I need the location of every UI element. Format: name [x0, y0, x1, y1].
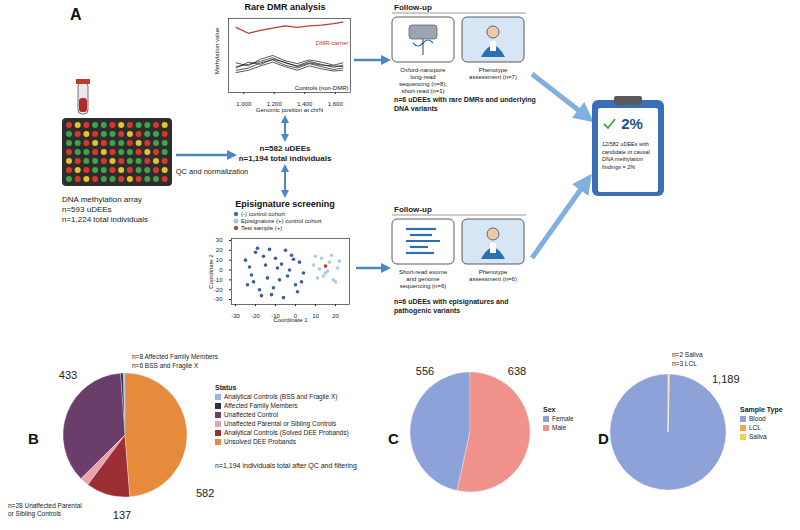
- svg-text:Episignature (+) control cohor: Episignature (+) control cohort: [241, 218, 322, 224]
- svg-text:n=2 Saliva: n=2 Saliva: [672, 351, 703, 358]
- svg-text:1,600: 1,600: [328, 101, 344, 107]
- svg-text:QC and normalization: QC and normalization: [176, 167, 249, 176]
- svg-text:Unaffected Parental or Sibling: Unaffected Parental or Sibling Controls: [224, 420, 337, 428]
- svg-text:A: A: [70, 6, 82, 23]
- svg-text:B: B: [28, 430, 39, 447]
- svg-text:Follow-up: Follow-up: [394, 205, 432, 214]
- svg-text:Short-read exomeand genomesequ: Short-read exomeand genomesequencing (n=…: [399, 269, 448, 289]
- svg-text:433: 433: [59, 369, 77, 381]
- svg-text:DMR-carrier: DMR-carrier: [316, 40, 349, 46]
- svg-text:0: 0: [219, 267, 223, 273]
- svg-text:(-) control cohort: (-) control cohort: [241, 211, 285, 217]
- svg-text:30: 30: [216, 237, 223, 243]
- svg-text:638: 638: [508, 365, 526, 377]
- svg-text:Sample Type: Sample Type: [740, 406, 783, 414]
- svg-text:Episignature screening: Episignature screening: [235, 199, 335, 209]
- svg-text:Rare DMR analysis: Rare DMR analysis: [244, 2, 325, 12]
- svg-text:DNA methylation arrayn=593 uDE: DNA methylation arrayn=593 uDEEsn=1,224 …: [62, 195, 148, 224]
- svg-text:20: 20: [216, 247, 223, 253]
- svg-text:Unsolved DEE Probands: Unsolved DEE Probands: [224, 438, 297, 445]
- svg-text:Affected Family Members: Affected Family Members: [224, 402, 298, 410]
- svg-text:Saliva: Saliva: [749, 433, 767, 440]
- svg-text:n=1,194 individuals total afte: n=1,194 individuals total after QC and f…: [215, 462, 357, 470]
- svg-text:1,400: 1,400: [297, 100, 313, 107]
- svg-text:Blood: Blood: [749, 415, 766, 422]
- svg-text:1,200: 1,200: [266, 100, 282, 107]
- svg-text:Sex: Sex: [543, 406, 556, 413]
- svg-text:Controls (non-DMR): Controls (non-DMR): [295, 85, 349, 91]
- svg-text:Status: Status: [215, 384, 237, 391]
- svg-text:582: 582: [196, 487, 214, 499]
- svg-text:12/582 uDEEs withcandidate or: 12/582 uDEEs withcandidate or causalDNA …: [602, 141, 650, 170]
- svg-text:C: C: [388, 430, 399, 447]
- svg-text:-30: -30: [231, 313, 240, 319]
- svg-text:Analytical Controls (Solved DE: Analytical Controls (Solved DEE Probands…: [224, 429, 349, 437]
- svg-text:n=28 Unaffected Parentalor Sib: n=28 Unaffected Parentalor Sibling Contr…: [8, 502, 82, 518]
- svg-text:n=3 LCL: n=3 LCL: [672, 360, 697, 367]
- svg-text:n=6 uDEEs with rare DMRs and u: n=6 uDEEs with rare DMRs and underlyingD…: [394, 96, 536, 112]
- svg-text:n=6 uDEEs with episignatures a: n=6 uDEEs with episignatures andpathogen…: [394, 298, 509, 315]
- svg-text:556: 556: [416, 365, 434, 377]
- svg-text:LCL: LCL: [749, 424, 761, 431]
- svg-text:Analytical Controls (BSS and F: Analytical Controls (BSS and Fragile X): [224, 393, 337, 401]
- svg-text:Coordinate 1: Coordinate 1: [273, 317, 308, 323]
- svg-text:Female: Female: [552, 415, 574, 422]
- svg-text:Phenotypeassessment (n=7): Phenotypeassessment (n=7): [469, 67, 517, 80]
- svg-text:-20: -20: [251, 313, 260, 319]
- svg-text:Follow-up: Follow-up: [394, 3, 432, 12]
- svg-text:2%: 2%: [621, 115, 643, 132]
- svg-text:Oxford-nanoporelong-readsequen: Oxford-nanoporelong-readsequencing (n=8)…: [399, 67, 448, 94]
- svg-text:-10: -10: [214, 277, 223, 283]
- svg-text:n=582 uDEEsn=1,194 total indiv: n=582 uDEEsn=1,194 total individuals: [239, 144, 332, 163]
- svg-text:-30: -30: [214, 296, 223, 302]
- svg-text:20: 20: [332, 313, 339, 319]
- svg-text:1,189: 1,189: [712, 373, 740, 385]
- svg-text:n=8 Affected Family Members: n=8 Affected Family Members: [132, 353, 219, 361]
- svg-text:Coordinate 2: Coordinate 2: [208, 254, 214, 289]
- svg-text:-20: -20: [214, 287, 223, 293]
- svg-text:Male: Male: [552, 424, 566, 431]
- svg-text:Genomic position at chrN: Genomic position at chrN: [256, 107, 323, 113]
- svg-text:Test sample (+): Test sample (+): [241, 225, 282, 231]
- svg-text:137: 137: [113, 509, 131, 521]
- svg-text:n=6 BSS and Fragile X: n=6 BSS and Fragile X: [132, 362, 199, 370]
- svg-text:10: 10: [312, 313, 319, 319]
- svg-text:10: 10: [216, 257, 223, 263]
- svg-text:1,000: 1,000: [236, 101, 252, 107]
- svg-text:D: D: [598, 430, 609, 447]
- svg-text:Methylation value: Methylation value: [214, 27, 220, 74]
- svg-text:Phenotypeassessment (n=6): Phenotypeassessment (n=6): [469, 269, 517, 282]
- svg-text:Unaffected Control: Unaffected Control: [224, 411, 279, 418]
